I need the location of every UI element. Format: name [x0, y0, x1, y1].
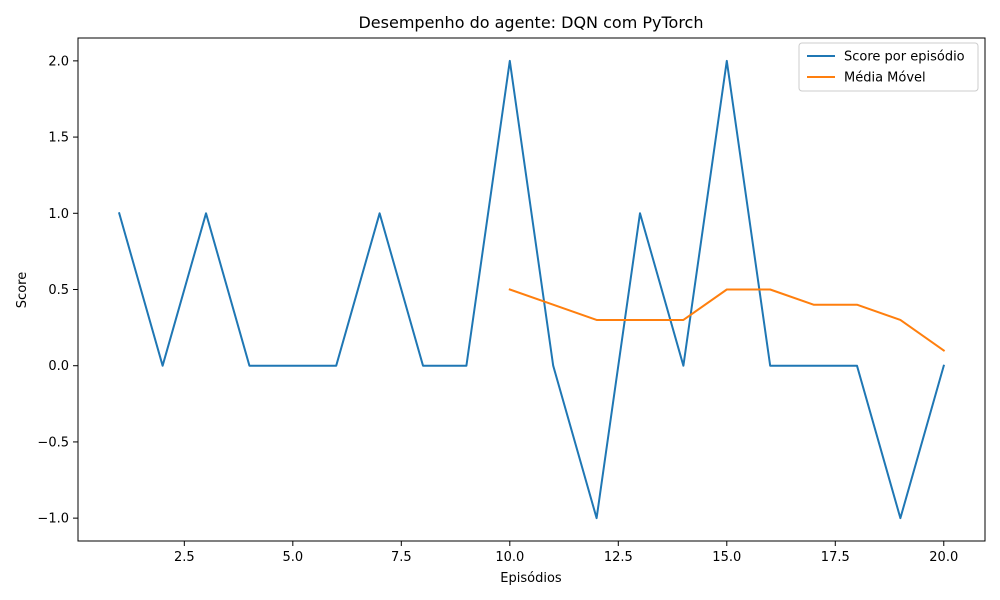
legend-entry: Média Móvel — [844, 71, 926, 86]
series-line-1 — [508, 288, 946, 352]
y-axis-label: Score — [15, 272, 30, 308]
legend-box — [798, 42, 979, 92]
y-tick-label: 1.5 — [48, 131, 69, 146]
x-tick-label: 5.0 — [282, 550, 303, 565]
plot-area: 2.5 5.0 7.5 10.0 12.5 15.0 17.5 20.0 −1.0 −0.5 0.0… — [37, 37, 986, 565]
series-line-0 — [117, 59, 946, 520]
x-tick-label: 15.0 — [712, 550, 741, 565]
x-tick-label: 10.0 — [495, 550, 524, 565]
y-tick-label: 0.0 — [48, 359, 69, 374]
x-tick-label: 2.5 — [174, 550, 195, 565]
x-tick-label: 12.5 — [604, 550, 633, 565]
chart-title: Desempenho do agente: DQN com PyTorch — [358, 13, 703, 32]
legend: Score por episódio Média Móvel — [798, 42, 979, 92]
x-tick-label: 7.5 — [391, 550, 412, 565]
x-tick-label: 20.0 — [929, 550, 958, 565]
y-tick-label: −0.5 — [37, 435, 69, 450]
x-axis-label: Episódios — [500, 571, 562, 586]
x-tick-label: 17.5 — [821, 550, 850, 565]
y-tick-label: 0.5 — [48, 283, 69, 298]
y-tick-label: −1.0 — [37, 512, 69, 527]
y-tick-label: 1.0 — [48, 207, 69, 222]
legend-entry: Score por episódio — [844, 50, 965, 65]
y-tick-label: 2.0 — [48, 54, 69, 69]
plot-frame — [77, 37, 986, 542]
